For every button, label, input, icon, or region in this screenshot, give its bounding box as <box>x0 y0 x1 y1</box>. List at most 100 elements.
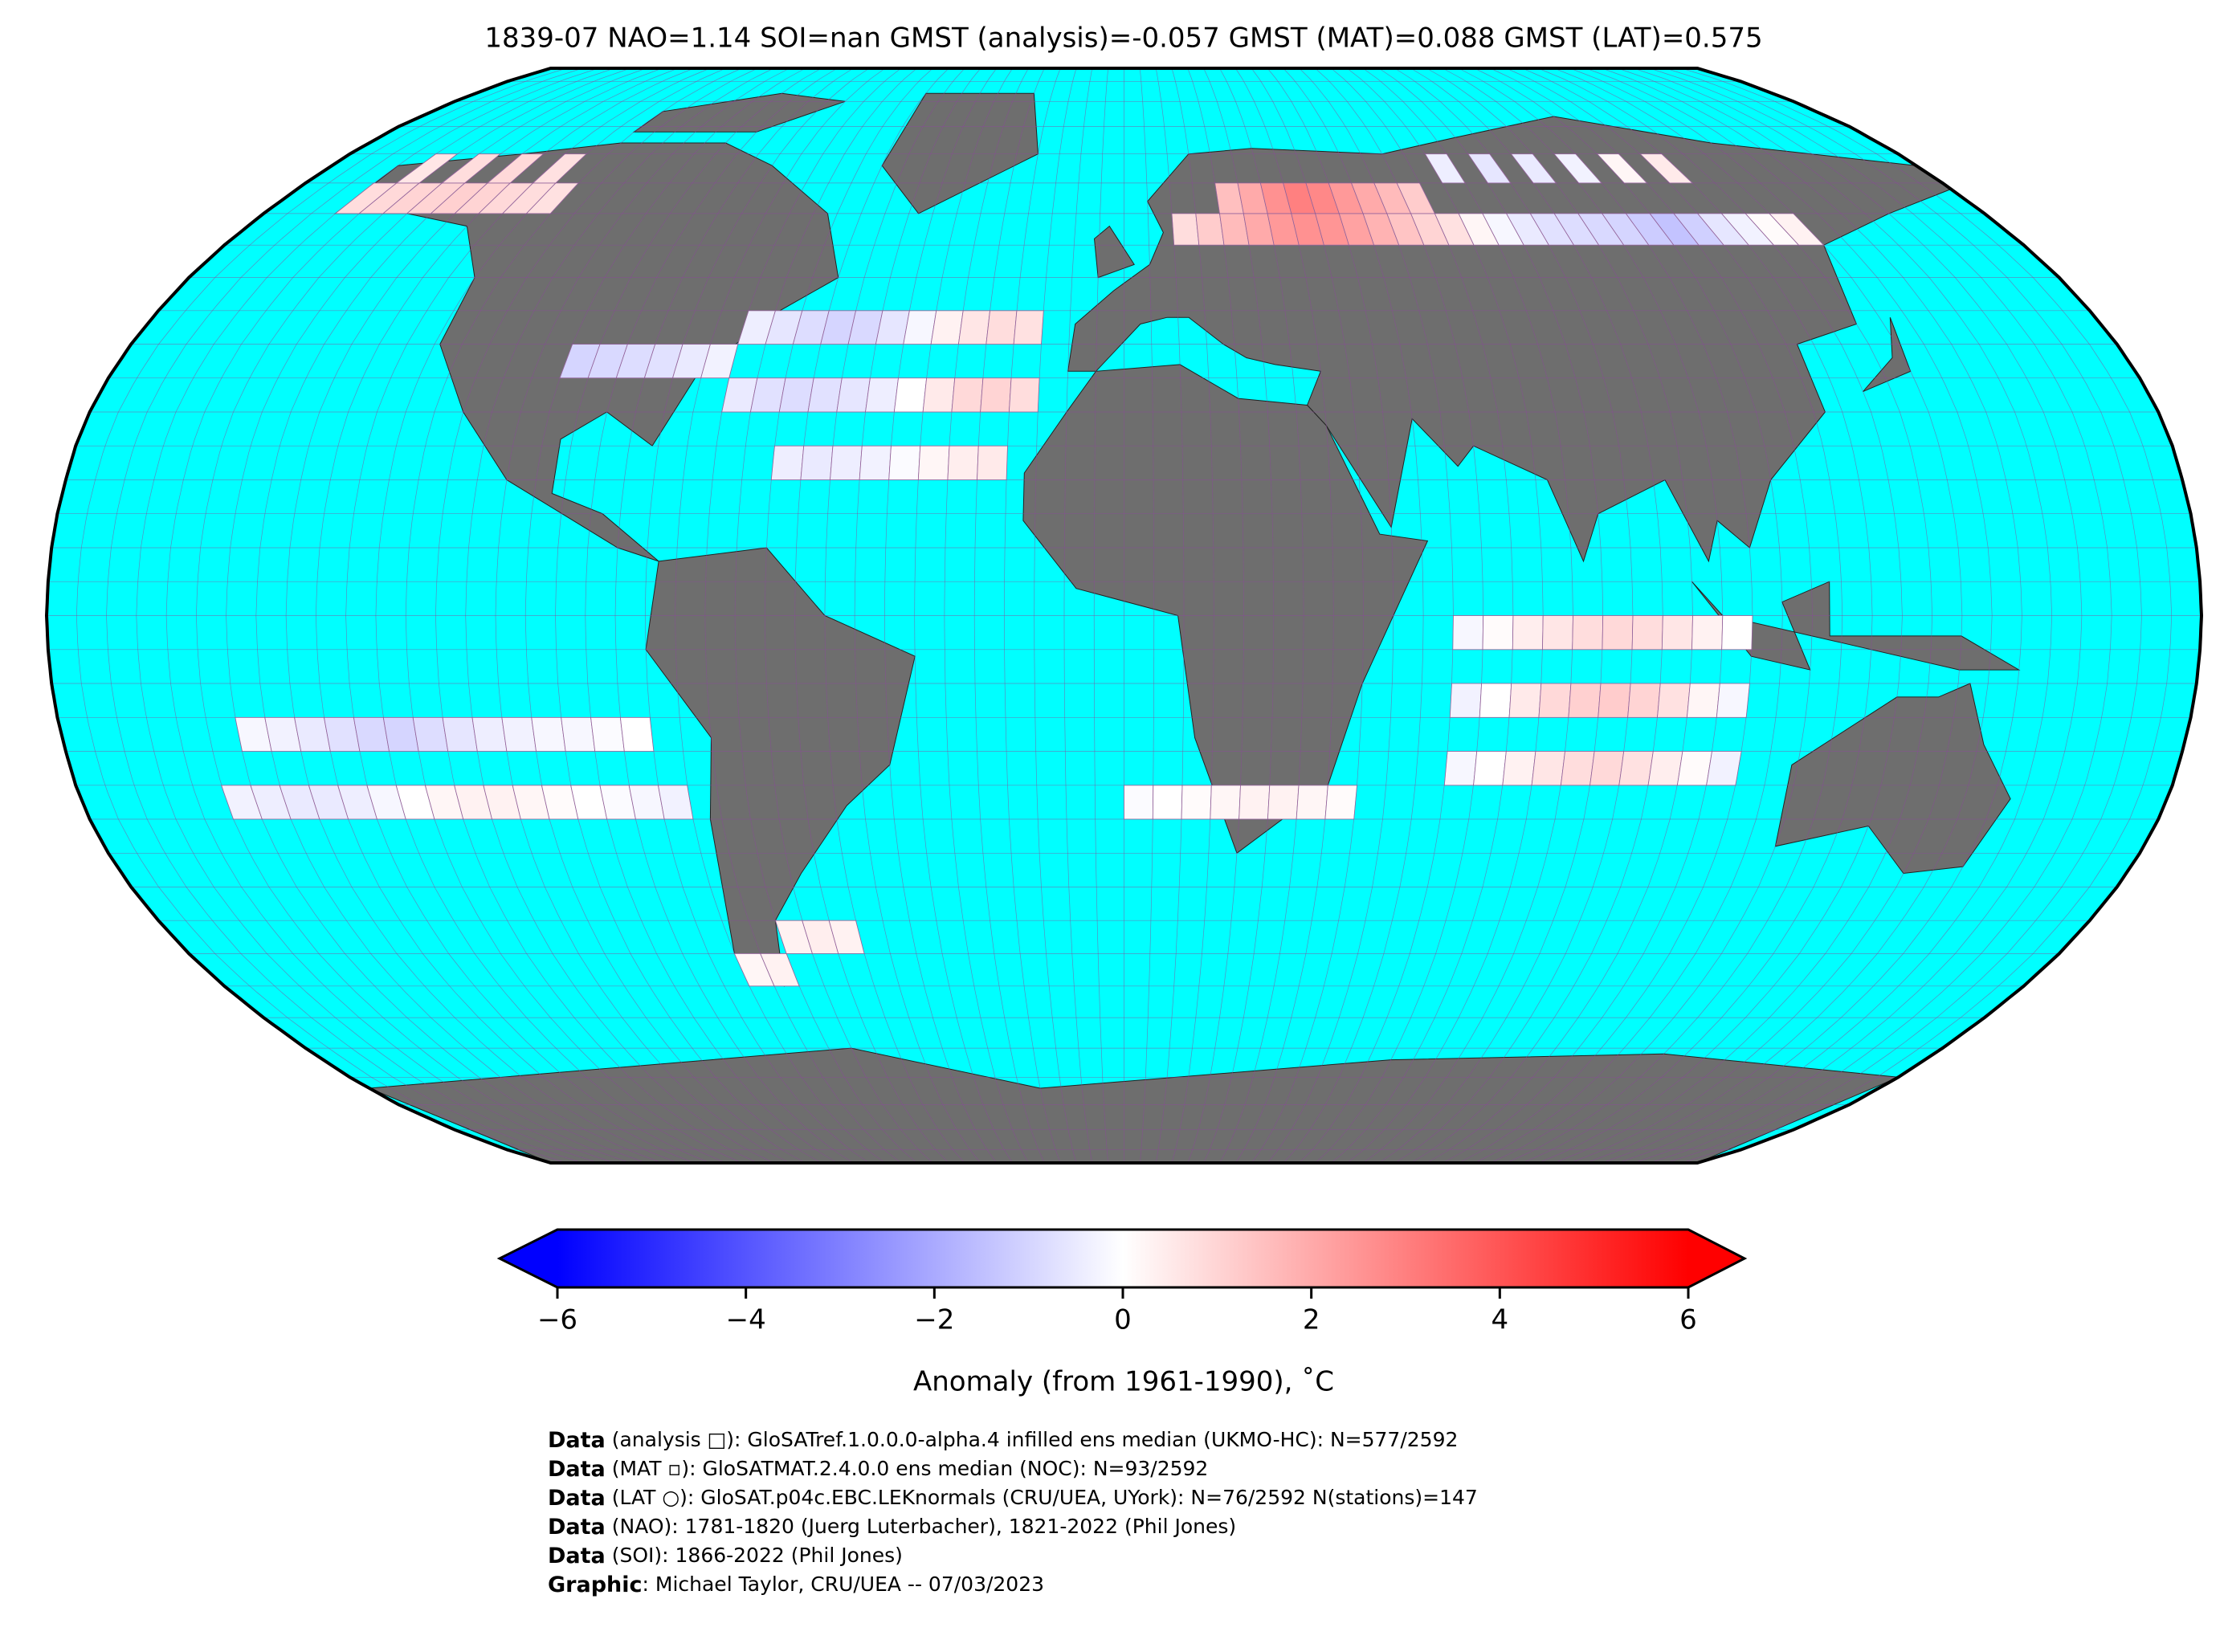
anomaly-cell <box>985 310 1018 345</box>
colorbar: −6 −4 −2 0 2 4 6 <box>496 1228 1748 1336</box>
anomaly-cell <box>590 716 625 752</box>
anomaly-cell <box>1631 615 1663 651</box>
map-outline <box>44 67 2204 1165</box>
footer-text: (SOI): 1866-2022 (Phil Jones) <box>606 1544 903 1567</box>
anomaly-cell <box>501 716 537 752</box>
footer-text: (MAT ▫): GloSATMAT.2.4.0.0 ens median (N… <box>606 1457 1209 1480</box>
anomaly-cell <box>471 716 508 752</box>
anomaly-cell <box>1572 615 1604 651</box>
anomaly-cell <box>1627 683 1661 718</box>
anomaly-cell <box>888 445 921 480</box>
anomaly-cell <box>1568 683 1602 718</box>
colorbar-tick-label: 6 <box>1679 1304 1697 1336</box>
anomaly-cell <box>1716 683 1750 718</box>
anomaly-cell <box>1171 213 1200 246</box>
footer-line: Graphic: Michael Taylor, CRU/UEA -- 07/0… <box>548 1572 1044 1597</box>
anomaly-cell <box>800 445 834 480</box>
anomaly-cell <box>957 310 990 345</box>
colorbar-extend-high <box>1688 1230 1745 1287</box>
anomaly-cell <box>836 377 871 413</box>
anomaly-cell <box>1691 615 1724 651</box>
footer-line: Data (analysis □): GloSATref.1.0.0.0-alp… <box>548 1428 1458 1453</box>
anomaly-cell <box>1324 785 1358 820</box>
anomaly-cell <box>1657 683 1691 718</box>
anomaly-cell <box>412 716 449 752</box>
anomaly-cell <box>1647 751 1683 786</box>
anomaly-cell <box>531 716 566 752</box>
anomaly-cell <box>859 445 892 480</box>
anomaly-cell <box>922 377 956 413</box>
footer-text: (NAO): 1781-1820 (Juerg Luterbacher), 18… <box>606 1515 1236 1538</box>
colorbar-tick-label: −6 <box>537 1304 577 1336</box>
colorbar-tick-label: 4 <box>1492 1304 1509 1336</box>
anomaly-cell <box>1152 785 1183 820</box>
anomaly-cell <box>770 445 805 480</box>
chart-title: 1839-07 NAO=1.14 SOI=nan GMST (analysis)… <box>484 22 1762 55</box>
anomaly-cell <box>1124 785 1154 820</box>
colorbar-gradient <box>557 1230 1688 1287</box>
colorbar-tick-label: −2 <box>914 1304 954 1336</box>
anomaly-cell <box>1449 683 1483 718</box>
anomaly-cell <box>1598 683 1631 718</box>
anomaly-cell <box>619 716 655 752</box>
anomaly-cell <box>1443 751 1478 786</box>
colorbar-label: Anomaly (from 1961-1990), ˚C <box>913 1366 1334 1398</box>
anomaly-cell <box>442 716 478 752</box>
footer-bold: Data <box>548 1544 606 1568</box>
anomaly-cell <box>1473 751 1507 786</box>
anomaly-cell <box>1589 751 1625 786</box>
anomaly-cell <box>1538 683 1572 718</box>
anomaly-cell <box>1560 751 1595 786</box>
anomaly-cell <box>1482 615 1514 651</box>
anomaly-cell <box>1661 615 1693 651</box>
anomaly-cell <box>1452 615 1484 651</box>
anomaly-cell <box>1008 377 1040 413</box>
anomaly-cell <box>1195 213 1225 246</box>
anomaly-cell <box>1013 310 1044 345</box>
footer: Data (analysis □): GloSATref.1.0.0.0-alp… <box>548 1428 1478 1597</box>
anomaly-cell <box>1239 785 1271 820</box>
colorbar-tick-label: −4 <box>726 1304 766 1336</box>
anomaly-cell <box>1686 683 1720 718</box>
anomaly-cell <box>561 716 596 752</box>
footer-text: : Michael Taylor, CRU/UEA -- 07/03/2023 <box>643 1572 1045 1596</box>
footer-bold: Data <box>548 1515 606 1540</box>
anomaly-cell <box>1602 615 1634 651</box>
footer-bold: Data <box>548 1457 606 1482</box>
colorbar-tick-label: 0 <box>1114 1304 1132 1336</box>
anomaly-cell <box>1721 615 1753 651</box>
colorbar-tick-label: 2 <box>1303 1304 1320 1336</box>
footer-line: Data (NAO): 1781-1820 (Juerg Luterbacher… <box>548 1515 1236 1540</box>
anomaly-cell <box>1531 751 1565 786</box>
footer-line: Data (LAT ○): GloSAT.p04c.EBC.LEKnormals… <box>548 1486 1478 1511</box>
anomaly-cell <box>1676 751 1712 786</box>
anomaly-cell <box>1181 785 1212 820</box>
anomaly-cell <box>1618 751 1654 786</box>
footer-line: Data (MAT ▫): GloSATMAT.2.4.0.0 ens medi… <box>548 1457 1208 1482</box>
land <box>1691 581 2021 671</box>
anomaly-cell <box>1706 751 1742 786</box>
anomaly-cell <box>1502 751 1536 786</box>
anomaly-cell <box>1296 785 1328 820</box>
footer-line: Data (SOI): 1866-2022 (Phil Jones) <box>548 1544 903 1568</box>
anomaly-cell <box>1210 785 1241 820</box>
anomaly-cell <box>865 377 899 413</box>
anomaly-cell <box>917 445 950 480</box>
anomaly-cell <box>980 377 1012 413</box>
anomaly-cell <box>893 377 928 413</box>
anomaly-cell <box>951 377 984 413</box>
anomaly-cell <box>1479 683 1512 718</box>
footer-bold: Data <box>548 1428 606 1453</box>
footer-text: (LAT ○): GloSAT.p04c.EBC.LEKnormals (CRU… <box>606 1486 1478 1509</box>
footer-text: (analysis □): GloSATref.1.0.0.0-alpha.4 … <box>606 1428 1459 1451</box>
anomaly-cell <box>830 445 863 480</box>
anomaly-cell <box>1267 785 1300 820</box>
anomaly-cell <box>977 445 1008 480</box>
map-layer <box>47 68 2202 1163</box>
anomaly-cell <box>1542 615 1573 651</box>
footer-bold: Data <box>548 1486 606 1511</box>
footer-bold: Graphic <box>548 1572 643 1597</box>
anomaly-cell <box>1512 615 1544 651</box>
